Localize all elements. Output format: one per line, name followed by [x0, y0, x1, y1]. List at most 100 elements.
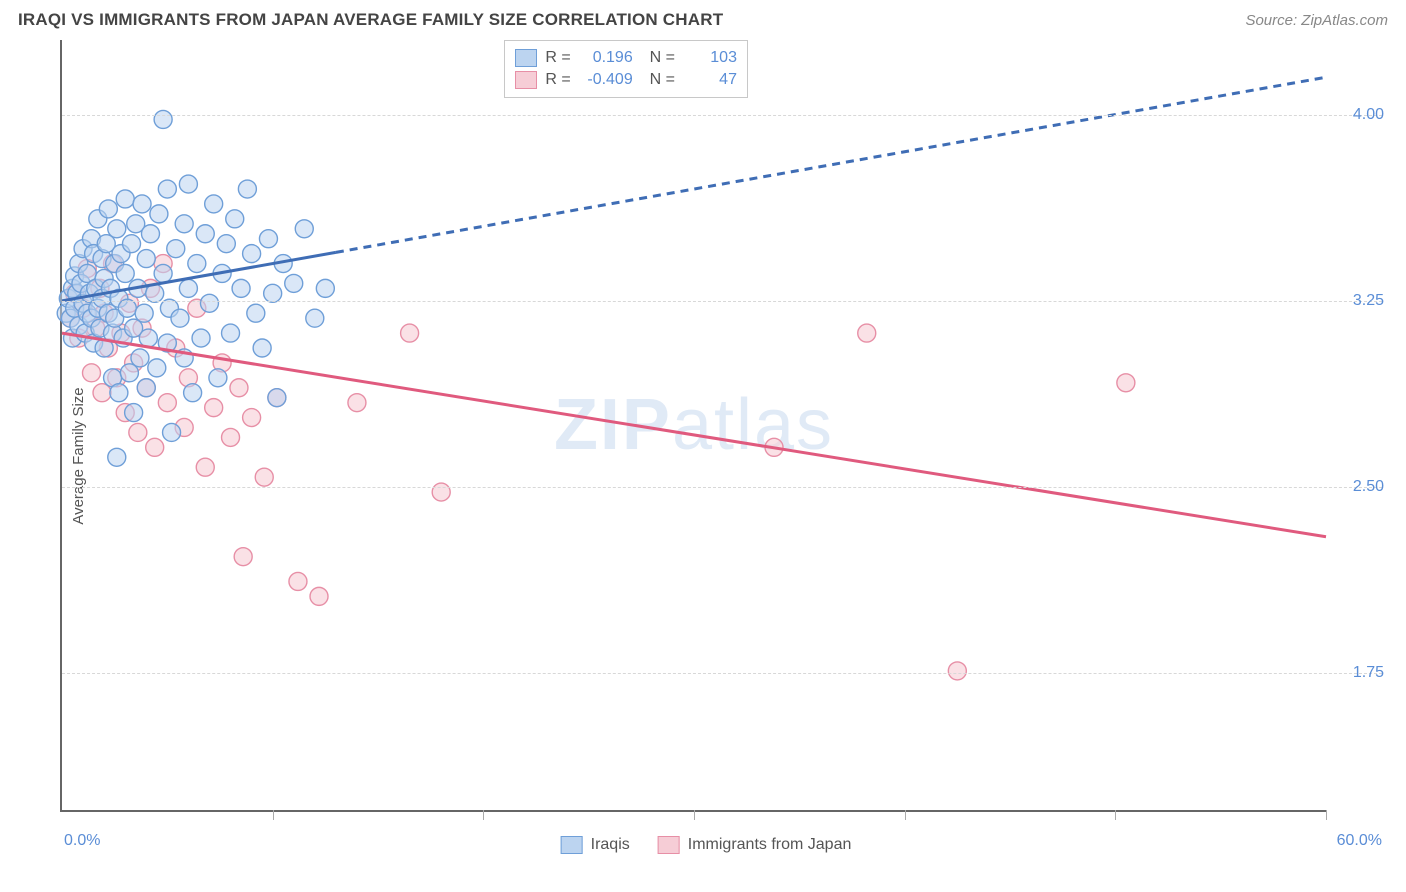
grid-line [62, 301, 1382, 302]
data-point [289, 572, 307, 590]
data-point [116, 190, 134, 208]
y-tick-label: 4.00 [1353, 106, 1384, 124]
data-point [133, 195, 151, 213]
data-point [131, 349, 149, 367]
data-point [232, 279, 250, 297]
r-label: R = [545, 69, 570, 91]
data-point [150, 205, 168, 223]
data-point [205, 399, 223, 417]
data-point [401, 324, 419, 342]
data-point [188, 255, 206, 273]
data-point [171, 309, 189, 327]
data-point [310, 587, 328, 605]
data-point [432, 483, 450, 501]
data-point [158, 180, 176, 198]
trend-line-iraqis-dashed [336, 77, 1326, 252]
plot-area: ZIPatlas 4.003.252.501.750.0%60.0%R =0.1… [60, 40, 1326, 812]
x-axis-max-label: 60.0% [1337, 832, 1382, 850]
y-tick-label: 3.25 [1353, 292, 1384, 310]
n-value: 103 [683, 47, 737, 69]
data-point [295, 220, 313, 238]
data-point [222, 428, 240, 446]
legend-swatch [658, 836, 680, 854]
data-point [209, 369, 227, 387]
data-point [163, 423, 181, 441]
data-point [154, 264, 172, 282]
correlation-stats-box: R = 0.196 N = 103R = -0.409 N = 47 [504, 40, 748, 98]
data-point [99, 200, 117, 218]
data-point [196, 225, 214, 243]
x-tick [905, 810, 906, 820]
data-point [141, 225, 159, 243]
data-point [146, 284, 164, 302]
data-point [116, 264, 134, 282]
r-value: -0.409 [579, 69, 633, 91]
data-point [108, 448, 126, 466]
n-value: 47 [683, 69, 737, 91]
data-point [264, 284, 282, 302]
data-point [139, 329, 157, 347]
data-point [146, 438, 164, 456]
data-point [110, 384, 128, 402]
data-point [205, 195, 223, 213]
data-point [175, 215, 193, 233]
grid-line [62, 487, 1382, 488]
data-point [247, 304, 265, 322]
data-point [158, 394, 176, 412]
data-point [230, 379, 248, 397]
data-point [348, 394, 366, 412]
data-point [137, 379, 155, 397]
data-point [196, 458, 214, 476]
data-point [123, 235, 141, 253]
data-point [108, 220, 126, 238]
data-point [200, 294, 218, 312]
r-value: 0.196 [579, 47, 633, 69]
chart-header: IRAQI VS IMMIGRANTS FROM JAPAN AVERAGE F… [0, 0, 1406, 36]
legend-swatch [561, 836, 583, 854]
data-point [243, 409, 261, 427]
data-point [148, 359, 166, 377]
data-point [192, 329, 210, 347]
stats-row: R = 0.196 N = 103 [515, 47, 737, 69]
stats-row: R =-0.409 N =47 [515, 69, 737, 91]
data-point [129, 423, 147, 441]
y-tick-label: 1.75 [1353, 664, 1384, 682]
chart-title: IRAQI VS IMMIGRANTS FROM JAPAN AVERAGE F… [18, 10, 723, 30]
data-point [238, 180, 256, 198]
data-point [858, 324, 876, 342]
data-point [255, 468, 273, 486]
data-point [243, 245, 261, 263]
data-point [125, 404, 143, 422]
plot-svg [62, 40, 1326, 810]
data-point [184, 384, 202, 402]
data-point [259, 230, 277, 248]
x-tick [1326, 810, 1327, 820]
y-tick-label: 2.50 [1353, 478, 1384, 496]
source-attribution: Source: ZipAtlas.com [1245, 12, 1388, 29]
legend-item-japan: Immigrants from Japan [658, 836, 852, 854]
data-point [135, 304, 153, 322]
chart-outer: Average Family Size ZIPatlas 4.003.252.5… [16, 40, 1396, 872]
x-tick [694, 810, 695, 820]
x-tick [273, 810, 274, 820]
series-legend: Iraqis Immigrants from Japan [561, 836, 852, 854]
grid-line [62, 115, 1382, 116]
n-label: N = [641, 47, 675, 69]
data-point [222, 324, 240, 342]
stats-swatch [515, 49, 537, 67]
data-point [217, 235, 235, 253]
data-point [179, 175, 197, 193]
r-label: R = [545, 47, 570, 69]
data-point [154, 110, 172, 128]
data-point [234, 548, 252, 566]
trend-line-japan [62, 333, 1326, 537]
legend-label: Immigrants from Japan [688, 836, 852, 854]
stats-swatch [515, 71, 537, 89]
data-point [285, 274, 303, 292]
grid-line [62, 673, 1382, 674]
x-axis-min-label: 0.0% [64, 832, 100, 850]
legend-item-iraqis: Iraqis [561, 836, 630, 854]
data-point [137, 250, 155, 268]
data-point [226, 210, 244, 228]
data-point [268, 389, 286, 407]
